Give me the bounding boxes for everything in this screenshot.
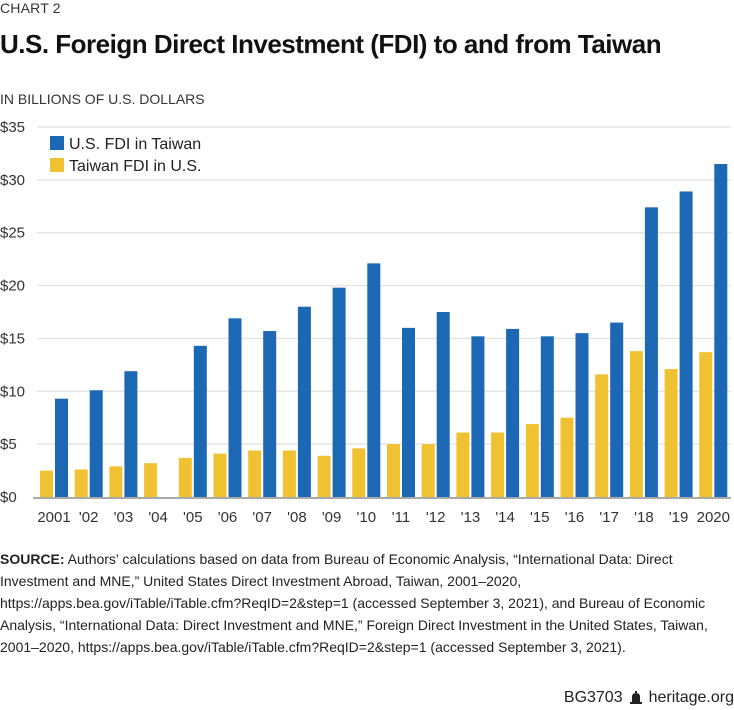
x-tick-label: '04 [148,509,168,526]
x-tick-label: '18 [634,509,654,526]
bar-us-fdi-in-taiwan-18 [679,191,693,497]
x-tick-label: 2001 [37,509,70,526]
legend-label-us-fdi-in-taiwan: U.S. FDI in Taiwan [69,136,201,153]
bar-us-fdi-in-taiwan-5 [228,318,242,497]
bar-us-fdi-in-taiwan-0 [55,398,68,497]
source-label: SOURCE: [0,551,65,567]
x-tick-label: '09 [322,509,342,526]
x-axis-ticks: 2001 '02 '03 '04 '05 '06 '07 '08 '09 '10 '11 '12 '13… [37,509,730,526]
bar-taiwan-fdi-in-us-18 [664,369,678,497]
x-tick-label: '14 [495,509,515,526]
bar-taiwan-fdi-in-us-15 [560,417,574,497]
bar-us-fdi-in-taiwan-6 [263,331,277,497]
legend-swatch-us-fdi-in-taiwan [50,136,64,150]
bar-taiwan-fdi-in-us-9 [352,448,366,497]
bar-us-fdi-in-taiwan-16 [610,322,624,497]
bar-us-fdi-in-taiwan-13 [506,328,520,497]
bar-us-fdi-in-taiwan-19 [714,164,728,497]
bar-taiwan-fdi-in-us-1 [74,469,88,497]
bar-taiwan-fdi-in-us-17 [629,351,643,497]
source-text: Authors’ calculations based on data from… [0,551,708,655]
x-tick-label: '16 [565,509,585,526]
y-tick-label: $20 [0,278,25,295]
bar-taiwan-fdi-in-us-10 [387,444,400,497]
report-code: BG3703 [563,689,623,706]
x-tick-label: '17 [599,509,619,526]
bar-taiwan-fdi-in-us-16 [595,374,609,497]
bar-taiwan-fdi-in-us-19 [699,352,713,497]
x-tick-label: '12 [426,509,446,526]
bar-us-fdi-in-taiwan-2 [124,371,138,497]
chart-eyebrow: CHART 2 [0,0,61,16]
x-tick-label: '19 [669,509,689,526]
units-label: IN BILLIONS OF U.S. DOLLARS [0,91,205,107]
bar-us-fdi-in-taiwan-12 [471,336,485,497]
liberty-bell-icon [629,691,642,704]
x-tick-label: 2020 [697,509,730,526]
y-tick-label: $0 [0,489,17,506]
bar-us-fdi-in-taiwan-11 [436,312,450,497]
bar-us-fdi-in-taiwan-4 [193,345,207,497]
bar-taiwan-fdi-in-us-6 [248,450,262,497]
bar-taiwan-fdi-in-us-14 [525,424,539,497]
x-tick-label: '15 [530,509,550,526]
y-tick-label: $35 [0,119,25,136]
x-tick-label: '05 [183,509,203,526]
gridlines [37,126,731,445]
bar-taiwan-fdi-in-us-12 [456,432,470,497]
x-tick-label: '08 [287,509,307,526]
bar-us-fdi-in-taiwan-17 [644,207,658,497]
bar-us-fdi-in-taiwan-10 [402,327,415,497]
y-tick-label: $15 [0,330,25,347]
chart-title: U.S. Foreign Direct Investment (FDI) to … [0,29,662,59]
bar-us-fdi-in-taiwan-1 [89,390,103,497]
x-tick-label: '06 [218,509,238,526]
x-tick-label: '02 [79,509,99,526]
bar-us-fdi-in-taiwan-15 [575,333,589,497]
x-tick-label: '13 [461,509,481,526]
bar-taiwan-fdi-in-us-0 [40,470,53,497]
bar-taiwan-fdi-in-us-5 [213,453,227,497]
bar-us-fdi-in-taiwan-8 [332,287,346,497]
site-link[interactable]: heritage.org [648,689,734,706]
footer: BG3703 heritage.org [564,689,734,707]
y-tick-label: $30 [0,172,25,189]
bar-us-fdi-in-taiwan-7 [297,306,311,497]
bar-taiwan-fdi-in-us-7 [282,450,296,497]
bar-taiwan-fdi-in-us-8 [317,455,331,497]
bar-taiwan-fdi-in-us-13 [491,432,505,497]
legend-swatch-taiwan-fdi-in-us [50,158,64,172]
bar-taiwan-fdi-in-us-11 [421,444,435,497]
y-tick-label: $25 [0,225,25,242]
bar-taiwan-fdi-in-us-2 [109,466,123,497]
x-tick-label: '07 [252,509,272,526]
x-tick-label: '11 [392,509,410,526]
legend: U.S. FDI in Taiwan Taiwan FDI in U.S. [50,136,201,175]
legend-label-taiwan-fdi-in-us: Taiwan FDI in U.S. [69,158,201,175]
bar-taiwan-fdi-in-us-3 [144,463,158,497]
bars [40,164,728,497]
bar-chart: $0 $5 $10 $15 $20 $25 $30 $35 2001 '02 '03 '04 '05 '… [0,119,731,526]
bar-us-fdi-in-taiwan-14 [540,336,554,497]
y-tick-label: $5 [0,436,17,453]
source-note: SOURCE: Authors’ calculations based on d… [0,548,730,658]
bar-us-fdi-in-taiwan-9 [367,263,381,497]
y-tick-label: $10 [0,383,25,400]
x-tick-label: '10 [357,509,377,526]
x-tick-label: '03 [114,509,134,526]
y-axis-ticks: $0 $5 $10 $15 $20 $25 $30 $35 [0,119,25,506]
bar-taiwan-fdi-in-us-4 [178,457,192,497]
